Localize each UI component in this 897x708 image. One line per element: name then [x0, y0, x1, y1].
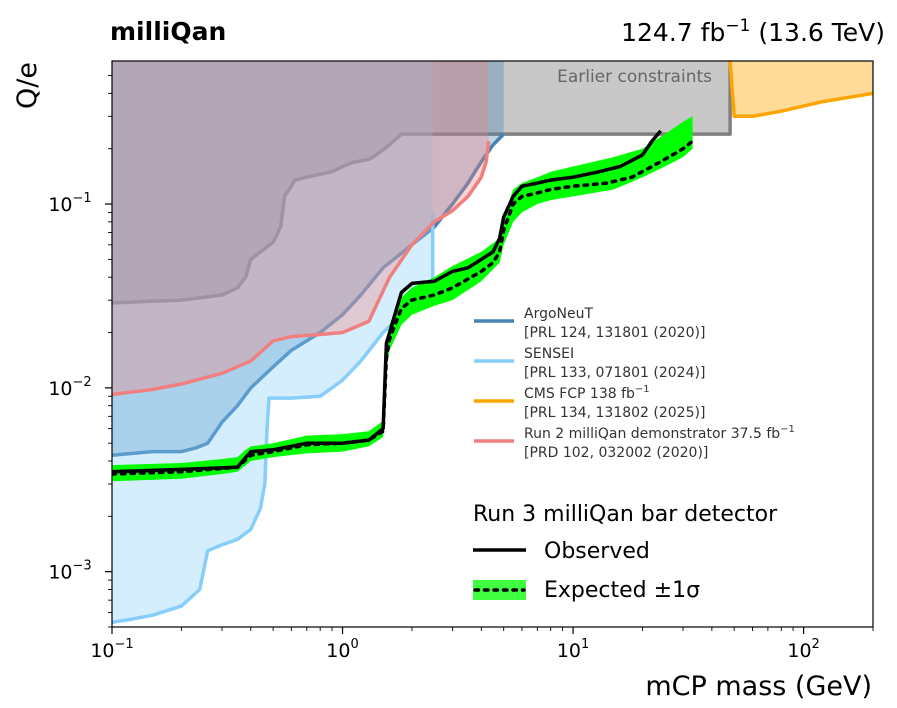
x-tick-label: 10−1: [90, 637, 133, 662]
luminosity-label: 124.7 fb−1 (13.6 TeV): [621, 16, 885, 47]
argoneut-fill-region: [112, 61, 504, 456]
cms-fcp-138-fb-legend-ref: [PRL 134, 131802 (2025)]: [524, 405, 705, 421]
earlier-constraints-region: [112, 61, 731, 303]
x-tick-label: 100: [326, 637, 358, 662]
cms-fcp-138-fb-legend-label: CMS FCP 138 fb−1: [524, 384, 650, 402]
run-2-milliqan-demonstrator-37-5-fb-fill-edge: [112, 140, 491, 397]
x-tick-label: 101: [557, 637, 589, 662]
run-2-milliqan-demonstrator-37-5-fb-fill-region: [112, 61, 489, 395]
expected-legend-label: Expected ±1σ: [544, 578, 700, 603]
sensei-legend-label: SENSEI: [524, 346, 574, 362]
earlier-constraints-label: Earlier constraints: [557, 67, 712, 87]
plot-area: [112, 61, 873, 627]
cms-fcp-138-fb-fill-edge: [728, 61, 873, 119]
y-tick-label: 10−2: [48, 375, 91, 400]
observed-legend-label: Observed: [544, 539, 650, 564]
run-2-milliqan-demonstrator-37-5-fb-legend-label: Run 2 milliQan demonstrator 37.5 fb−1: [524, 424, 795, 442]
expected-line: [112, 139, 695, 476]
sensei-legend-ref: [PRL 133, 071801 (2024)]: [524, 365, 705, 381]
plot-frame: [111, 60, 874, 628]
legend-group-title: Run 3 milliQan bar detector: [473, 502, 778, 527]
energy-label: (13.6 TeV): [758, 18, 885, 47]
x-axis-label: mCP mass (GeV): [645, 671, 872, 702]
x-tick-label: 102: [787, 637, 819, 662]
argoneut-legend-label: ArgoNeuT: [524, 306, 593, 322]
legend: ArgoNeuT [PRL 124, 131801 (2020)] SENSEI [P…: [473, 306, 795, 603]
y-tick-label: 10−1: [48, 191, 91, 216]
expected-1sigma-band: [112, 116, 693, 482]
experiment-title: milliQan: [110, 17, 226, 46]
run-2-milliqan-demonstrator-37-5-fb-legend-ref: [PRD 102, 032002 (2020)]: [524, 445, 708, 461]
y-axis-label: Q/e: [12, 62, 43, 109]
observed-line: [112, 129, 663, 474]
expected-legend-band-swatch: [473, 580, 526, 600]
y-tick-label: 10−3: [48, 559, 91, 584]
cms-fcp-138-fb-fill-region: [730, 61, 873, 117]
lumi-value: 124.7 fb: [621, 18, 725, 47]
argoneut-fill-edge: [112, 132, 505, 457]
earlier-constraints-edge: [112, 61, 732, 305]
lumi-exponent: −1: [725, 16, 750, 36]
argoneut-legend-ref: [PRL 124, 131801 (2020)]: [524, 325, 705, 341]
axes: 10−1 100 101 102 10−3 10−2 10−1: [48, 60, 874, 662]
